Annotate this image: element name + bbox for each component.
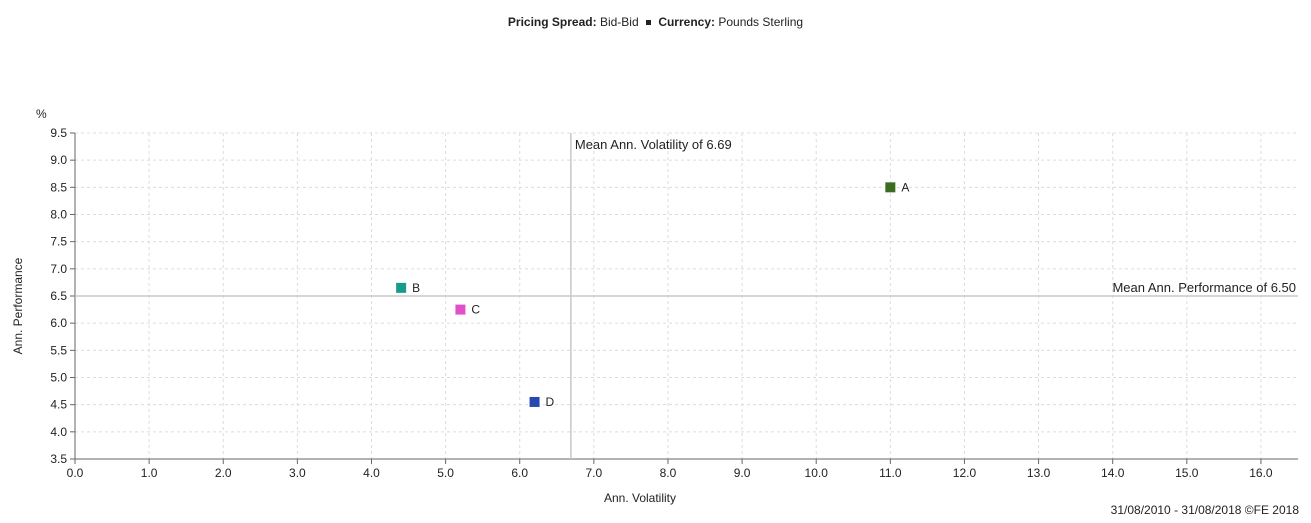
currency-value: Pounds Sterling [718, 15, 804, 29]
x-tick-label: 15.0 [1175, 466, 1199, 480]
point-a-label: A [901, 180, 909, 194]
x-tick-label: 9.0 [734, 466, 751, 480]
x-tick-label: 4.0 [363, 466, 380, 480]
mean-performance-label: Mean Ann. Performance of 6.50 [1112, 280, 1296, 295]
point-c-label: C [471, 303, 480, 317]
x-tick-label: 13.0 [1027, 466, 1051, 480]
x-tick-label: 10.0 [805, 466, 829, 480]
data-points: A B C D [396, 180, 909, 409]
mean-volatility-label: Mean Ann. Volatility of 6.69 [575, 137, 732, 152]
y-tick-label: 9.0 [50, 153, 67, 167]
point-d-marker [529, 396, 540, 407]
x-tick-label: 8.0 [660, 466, 677, 480]
y-axis-unit: % [36, 107, 47, 121]
x-tick-label: 14.0 [1101, 466, 1125, 480]
x-tick-label: 12.0 [953, 466, 977, 480]
y-tick-label: 8.5 [50, 180, 67, 194]
y-tick-label: 3.5 [50, 452, 67, 466]
y-tick-label: 6.5 [50, 289, 67, 303]
y-tick-label: 6.0 [50, 316, 67, 330]
axes: 3.5 4.0 4.5 5.0 5.5 6.0 6.5 7.0 7.5 8.0 8.5 9.0 9.5 0… [50, 126, 1298, 480]
x-tick-label: 1.0 [141, 466, 158, 480]
x-axis-title: Ann. Volatility [604, 491, 676, 505]
x-tick-label: 11.0 [879, 466, 902, 480]
x-tick-label: 0.0 [67, 466, 84, 480]
y-tick-label: 8.0 [50, 208, 67, 222]
x-tick-label: 7.0 [586, 466, 603, 480]
x-tick-label: 16.0 [1249, 466, 1273, 480]
y-tick-label: 7.0 [50, 262, 67, 276]
reference-lines: Mean Ann. Volatility of 6.69 Mean Ann. Pe… [75, 133, 1298, 459]
point-d-label: D [546, 395, 555, 409]
chart-header: Pricing Spread: Bid-Bid Currency: Pounds… [0, 15, 1311, 29]
x-tick-label: 3.0 [289, 466, 306, 480]
separator-icon [645, 20, 651, 26]
point-b-marker [396, 282, 407, 293]
y-tick-label: 5.0 [50, 371, 67, 385]
point-a-marker [885, 182, 896, 193]
y-tick-label: 4.5 [50, 398, 67, 412]
date-range-footer: 31/08/2010 - 31/08/2018 ©FE 2018 [1110, 503, 1299, 517]
point-c-marker [455, 304, 466, 315]
y-tick-label: 4.0 [50, 425, 67, 439]
y-tick-label: 5.5 [50, 343, 67, 357]
spread-label: Pricing Spread: [507, 15, 597, 29]
y-tick-label: 7.5 [50, 235, 67, 249]
x-tick-label: 5.0 [437, 466, 454, 480]
x-tick-label: 2.0 [215, 466, 232, 480]
currency-label: Currency: [658, 15, 715, 29]
point-b-label: B [412, 281, 420, 295]
y-tick-label: 9.5 [50, 126, 67, 140]
y-axis-title: Ann. Performance [11, 257, 25, 354]
spread-value: Bid-Bid [599, 15, 639, 29]
x-tick-label: 6.0 [511, 466, 528, 480]
